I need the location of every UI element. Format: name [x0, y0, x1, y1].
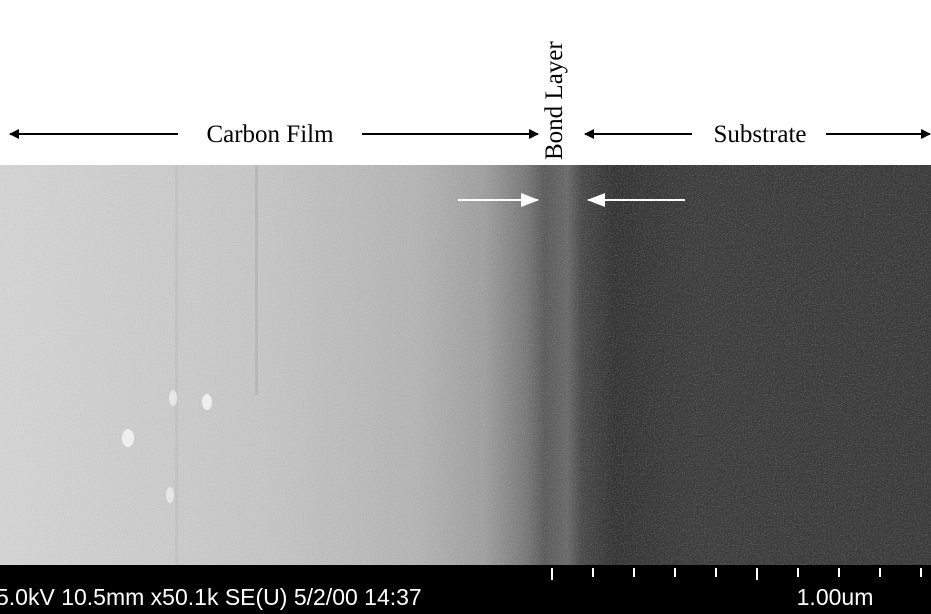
- carbon-film-label: Carbon Film: [206, 121, 334, 148]
- substrate-label: Substrate: [713, 121, 806, 148]
- particle: [122, 429, 134, 447]
- micrograph: [0, 165, 931, 565]
- particle: [169, 390, 177, 406]
- bond-layer-label: Bond Layer: [541, 41, 568, 160]
- scale-ticks: [551, 568, 922, 580]
- particle: [202, 394, 212, 410]
- scale-label: 1.00um: [797, 584, 874, 610]
- texture-edge: [175, 165, 178, 565]
- particle: [166, 487, 174, 503]
- texture-edge: [255, 165, 258, 395]
- info-bar: [0, 565, 931, 614]
- sem-parameters: 5.0kV 10.5mm x50.1k SE(U) 5/2/00 14:37: [0, 584, 422, 610]
